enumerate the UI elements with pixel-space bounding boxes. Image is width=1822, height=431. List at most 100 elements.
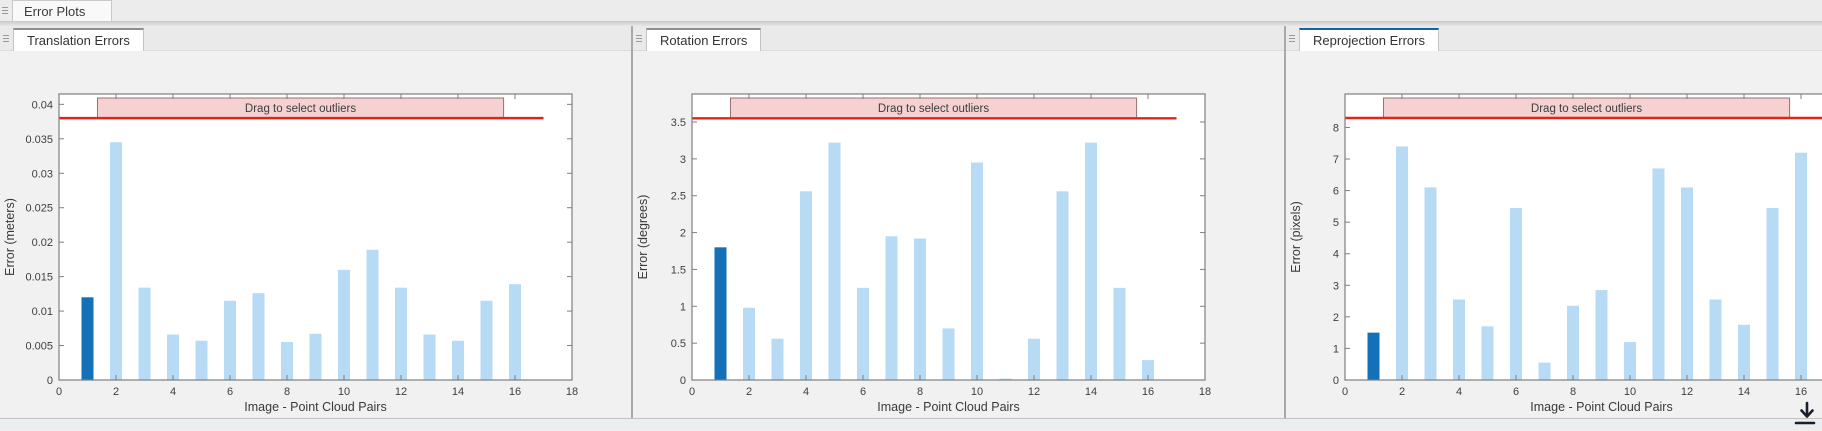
tab-translation-errors[interactable]: Translation Errors [13,28,144,51]
axes-box [1344,93,1822,381]
y-axis-label: Error (pixels) [1289,201,1303,273]
y-tick-label: 4 [1333,249,1339,261]
bar-pair-14[interactable] [1738,324,1750,380]
reprojection-errors-figure: Drag to select outliers02468101214161801… [1286,51,1822,418]
bar-pair-12[interactable] [1028,338,1040,380]
bar-pair-16[interactable] [1142,360,1154,380]
tab-rotation-errors[interactable]: Rotation Errors [646,28,762,51]
bar-pair-6[interactable] [857,287,869,380]
x-tick-label: 6 [227,386,233,398]
bar-pair-5[interactable] [828,142,841,380]
bar-pair-9[interactable] [942,328,955,380]
bar-pair-15[interactable] [1113,287,1126,380]
bar-pair-11[interactable] [1652,168,1665,380]
x-tick-label: 0 [1342,386,1348,398]
bar-pair-13[interactable] [1056,191,1069,380]
tab-bar-divider [0,21,1822,26]
tab-reprojection-errors[interactable]: Reprojection Errors [1299,28,1439,51]
translation-errors-figure: Drag to select outliers 0 2 4 6 8 10 12 14 16 18 0 0… [0,51,631,418]
bar-pair-15[interactable] [480,300,493,380]
drag-grip-icon[interactable] [634,31,645,45]
x-tick-label: 6 [860,386,866,398]
x-tick-label: 4 [803,386,809,398]
drag-grip-icon[interactable] [1,31,12,45]
bar-pair-14[interactable] [452,340,464,380]
bar-pair-7[interactable] [1538,362,1551,380]
y-tick-label: 8 [1333,122,1339,134]
bar-pair-6[interactable] [1510,207,1522,380]
bar-pair-16[interactable] [1795,152,1807,380]
bar-pair-16[interactable] [509,284,521,380]
x-tick-label: 12 [395,386,407,398]
bottom-strip [0,418,1822,430]
bar-pair-6[interactable] [224,300,236,380]
outlier-band-label: Drag to select outliers [245,103,356,115]
bar-pair-9[interactable] [1595,290,1608,380]
y-tick-label: 0.04 [32,99,53,111]
bar-pair-11[interactable] [366,249,379,380]
tab-reprojection-errors-label: Reprojection Errors [1313,33,1425,48]
drag-grip-icon[interactable] [0,0,11,21]
x-tick-label: 6 [1513,386,1519,398]
bar-pair-5[interactable] [1481,326,1494,380]
bar-pair-12[interactable] [1681,187,1693,380]
reprojection-errors-tab-bar: Reprojection Errors [1286,26,1822,51]
y-tick-label: 0.005 [25,341,53,353]
bar-pair-15[interactable] [1766,207,1779,380]
bar-pair-7[interactable] [252,293,265,380]
y-tick-label: 0 [1333,375,1339,387]
bar-pair-5[interactable] [195,340,208,380]
x-tick-label: 14 [1738,386,1750,398]
bar-pair-8[interactable] [281,342,293,380]
bar-pair-2[interactable] [1396,146,1408,380]
y-tick-label: 0.5 [671,338,686,350]
bar-pair-4[interactable] [167,334,179,380]
x-tick-label: 8 [284,386,290,398]
bar-pair-4[interactable] [800,191,812,380]
x-tick-label: 10 [338,386,350,398]
bar-pair-7[interactable] [885,236,898,380]
bar-pair-3[interactable] [138,287,151,380]
bar-pair-4[interactable] [1453,299,1465,380]
panel-reprojection-errors: Reprojection Errors Drag to select outli… [1286,26,1822,418]
x-tick-label: 10 [1624,386,1636,398]
export-button[interactable] [1788,398,1820,430]
bar-pair-14[interactable] [1085,142,1097,380]
y-tick-label: 3.5 [671,117,686,129]
bar-pair-13[interactable] [1709,299,1722,380]
x-tick-label: 4 [170,386,176,398]
bar-pair-10[interactable] [338,269,350,380]
x-tick-label: 18 [1199,386,1211,398]
bar-pair-9[interactable] [309,333,322,380]
y-tick-label: 3 [1333,280,1339,292]
bar-pair-1[interactable] [81,297,94,380]
y-tick-label: 0 [680,375,686,387]
bar-pair-10[interactable] [971,162,983,380]
bar-pair-2[interactable] [743,307,755,380]
x-tick-label: 8 [1570,386,1576,398]
bar-pair-10[interactable] [1624,342,1636,380]
bar-pair-8[interactable] [914,238,926,380]
bar-pair-2[interactable] [110,142,122,380]
bar-pair-11[interactable] [999,378,1012,380]
download-icon [1794,401,1816,425]
x-tick-label: 8 [917,386,923,398]
x-tick-label: 2 [746,386,752,398]
bar-pair-13[interactable] [423,334,436,380]
bar-pair-1[interactable] [1367,332,1380,380]
x-tick-label: 12 [1681,386,1693,398]
x-tick-label: 18 [566,386,578,398]
tab-error-plots[interactable]: Error Plots [12,0,113,21]
translation-errors-chart: Drag to select outliers 0 2 4 6 8 10 12 14 16 18 0 0… [3,93,578,414]
bar-pair-3[interactable] [1424,187,1437,380]
bar-pair-8[interactable] [1567,305,1579,380]
bar-pair-12[interactable] [395,287,407,380]
rotation-errors-tab-bar: Rotation Errors [633,26,1284,51]
bar-pair-3[interactable] [771,338,784,380]
y-tick-label: 5 [1333,217,1339,229]
drag-grip-icon[interactable] [1287,31,1298,45]
axes-box [691,93,1206,381]
bar-pair-1[interactable] [714,247,727,380]
